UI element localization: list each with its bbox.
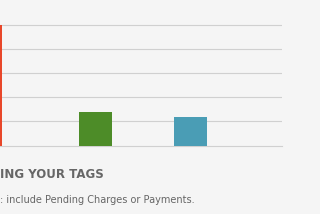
Text: ING YOUR TAGS: ING YOUR TAGS <box>0 168 104 181</box>
Text: : include Pending Charges or Payments.: : include Pending Charges or Payments. <box>0 195 195 205</box>
Bar <box>0 25 2 146</box>
Bar <box>79 112 112 146</box>
Bar <box>174 117 207 146</box>
